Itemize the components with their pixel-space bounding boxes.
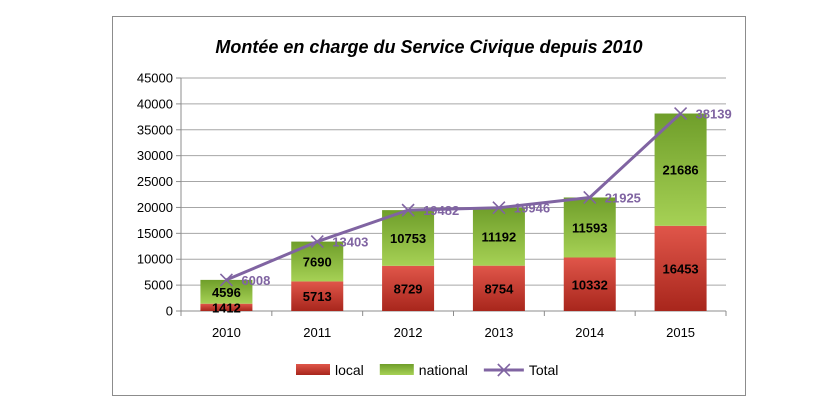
bar-national-2013 xyxy=(472,207,525,266)
y-tick-label-30000: 30000 xyxy=(137,148,173,163)
legend-item-national: national xyxy=(379,362,468,378)
x-tick-label-2014: 2014 xyxy=(575,325,604,340)
bar-local-2012 xyxy=(382,265,435,311)
data-label-Total-2010: 6008 xyxy=(241,273,270,288)
y-tick-label-45000: 45000 xyxy=(137,71,173,86)
data-label-local-2010: 1412 xyxy=(212,300,241,315)
data-label-national-2010: 4596 xyxy=(212,285,241,300)
data-label-national-2011: 7690 xyxy=(303,255,332,270)
total-marker-2012 xyxy=(401,203,415,217)
data-label-local-2011: 5713 xyxy=(303,289,332,304)
bar-local-2010 xyxy=(200,303,253,311)
legend-item-Total: Total xyxy=(483,362,559,378)
y-tick-label-15000: 15000 xyxy=(137,226,173,241)
bar-local-2015 xyxy=(654,225,707,311)
y-tick-label-5000: 5000 xyxy=(144,278,173,293)
data-label-Total-2012: 19482 xyxy=(423,203,459,218)
bar-local-2011 xyxy=(291,281,344,311)
legend-item-local: local xyxy=(296,362,364,378)
data-label-local-2015: 16453 xyxy=(663,261,699,276)
bars xyxy=(200,113,707,311)
data-label-local-2014: 10332 xyxy=(572,277,608,292)
chart-title: Montée en charge du Service Civique depu… xyxy=(215,37,642,57)
y-tick-label-20000: 20000 xyxy=(137,200,173,215)
x-tick-label-2012: 2012 xyxy=(394,325,423,340)
y-tick-label-25000: 25000 xyxy=(137,174,173,189)
total-marker-2013 xyxy=(492,201,506,215)
x-tick-label-2015: 2015 xyxy=(666,325,695,340)
y-tick-label-35000: 35000 xyxy=(137,122,173,137)
legend: local national Total xyxy=(296,362,558,378)
bar-local-2013 xyxy=(472,265,525,311)
data-label-Total-2014: 21925 xyxy=(605,190,641,205)
axes: 0 5000 10000 15000 20000 25000 30000 35000 40000… xyxy=(137,71,727,340)
data-label-national-2015: 21686 xyxy=(663,163,699,178)
total-marker-2014 xyxy=(583,190,597,205)
legend-label-local: local xyxy=(335,362,364,378)
chart: Montée en charge du Service Civique depu… xyxy=(137,37,732,378)
total-series-line xyxy=(225,112,682,282)
chart-frame: Montée en charge du Service Civique depu… xyxy=(112,16,746,396)
bar-national-2015 xyxy=(654,113,707,226)
data-label-national-2014: 11593 xyxy=(572,220,607,235)
data-label-local-2012: 8729 xyxy=(394,281,423,296)
data-label-local-2013: 8754 xyxy=(484,281,514,296)
total-marker-2015 xyxy=(674,106,688,121)
y-tick-label-40000: 40000 xyxy=(137,96,173,111)
x-tick-label-2010: 2010 xyxy=(212,325,241,340)
bar-national-2010 xyxy=(200,279,253,304)
bar-local-2014 xyxy=(563,257,616,311)
legend-swatch-local xyxy=(296,364,330,375)
y-tick-label-10000: 10000 xyxy=(137,252,173,267)
total-line xyxy=(219,106,688,287)
legend-label-national: national xyxy=(419,362,468,378)
legend-label-Total: Total xyxy=(529,362,559,378)
bar-national-2014 xyxy=(563,197,616,258)
legend-swatch-national xyxy=(379,364,414,375)
total-marker-2011 xyxy=(310,235,324,249)
data-label-Total-2011: 13403 xyxy=(332,235,368,250)
data-label-national-2012: 10753 xyxy=(390,231,426,246)
x-tick-label-2013: 2013 xyxy=(484,325,513,340)
data-label-Total-2013: 19946 xyxy=(514,201,550,216)
data-label-national-2013: 11192 xyxy=(482,230,517,245)
y-tick-label-0: 0 xyxy=(166,304,173,319)
total-marker-2010 xyxy=(219,273,233,287)
data-label-Total-2015: 38139 xyxy=(696,107,732,122)
bar-national-2012 xyxy=(382,210,435,266)
x-tick-label-2011: 2011 xyxy=(303,325,331,340)
